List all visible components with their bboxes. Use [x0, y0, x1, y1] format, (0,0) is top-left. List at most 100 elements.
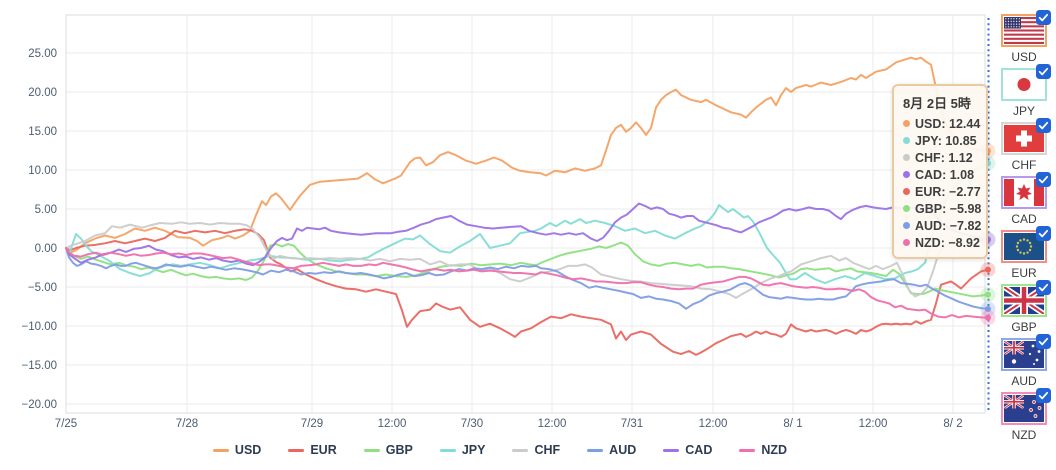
- y-axis-tick-label: 15.00: [28, 126, 57, 138]
- sidebar-item-aud[interactable]: AUD: [1000, 334, 1051, 388]
- tooltip-value-text: USD: 12.44: [915, 116, 981, 131]
- series-line-chf: [65, 221, 989, 299]
- us-flag-icon: [1004, 17, 1044, 44]
- currency-checkbox[interactable]: [1036, 10, 1051, 25]
- legend-label: EUR: [310, 443, 337, 457]
- endpoint-dot-eur: [985, 266, 991, 273]
- ca-flag-icon: [1004, 179, 1044, 206]
- x-axis-tick-label: 12:00: [859, 418, 888, 430]
- series-color-dot: [903, 222, 910, 229]
- tooltip-value-text: AUD: −7.82: [915, 218, 982, 233]
- legend-dash-icon: [739, 448, 756, 452]
- sidebar-item-cad[interactable]: CAD: [1000, 172, 1051, 226]
- legend-item-aud[interactable]: AUD: [587, 443, 636, 457]
- legend-item-chf[interactable]: CHF: [512, 443, 560, 457]
- y-axis-tick-label: 0.00: [35, 243, 57, 255]
- x-axis-tick-label: 7/28: [176, 418, 198, 430]
- series-color-dot: [903, 137, 910, 144]
- currency-sidebar: USD JPY CHF CAD EUR GBP AUD NZD: [1000, 0, 1052, 470]
- legend-item-cad[interactable]: CAD: [663, 443, 712, 457]
- legend-label: GBP: [385, 443, 413, 457]
- legend-label: USD: [234, 443, 262, 457]
- x-axis-tick-label: 7/29: [301, 418, 323, 430]
- tooltip-value-text: NZD: −8.92: [915, 235, 980, 250]
- y-axis-tick-label: −20.00: [22, 399, 58, 411]
- tooltip-value-text: GBP: −5.98: [915, 201, 982, 216]
- jp-flag-icon: [1004, 71, 1044, 98]
- flag-box: [1001, 334, 1051, 371]
- currency-code-label: CHF: [1011, 158, 1037, 172]
- legend-dash-icon: [288, 448, 305, 452]
- tooltip-value-text: CHF: 1.12: [915, 150, 973, 165]
- legend-dash-icon: [663, 448, 680, 452]
- tooltip-value-text: JPY: 10.85: [915, 133, 977, 148]
- currency-code-label: AUD: [1011, 374, 1037, 388]
- legend-item-jpy[interactable]: JPY: [439, 443, 486, 457]
- series-line-usd: [65, 56, 989, 254]
- sidebar-item-usd[interactable]: USD: [1000, 10, 1051, 64]
- currency-checkbox[interactable]: [1036, 280, 1051, 295]
- tooltip-rows: USD: 12.44 JPY: 10.85 CHF: 1.12 CAD: 1.08 EU…: [903, 115, 981, 251]
- currency-checkbox[interactable]: [1036, 118, 1051, 133]
- y-axis-tick-label: −5.00: [28, 282, 57, 294]
- x-axis-tick-label: 7/31: [621, 418, 643, 430]
- legend-item-usd[interactable]: USD: [212, 443, 262, 457]
- sidebar-item-eur[interactable]: EUR: [1000, 226, 1051, 280]
- x-axis-tick-label: 8/ 2: [943, 418, 962, 430]
- series-color-dot: [903, 239, 910, 246]
- legend-item-nzd[interactable]: NZD: [739, 443, 787, 457]
- x-axis-tick-label: 12:00: [699, 418, 728, 430]
- x-axis-tick-label: 12:00: [378, 418, 407, 430]
- flag-box: [1001, 172, 1051, 209]
- legend-dash-icon: [587, 448, 604, 452]
- sidebar-item-gbp[interactable]: GBP: [1000, 280, 1051, 334]
- ch-flag-icon: [1004, 125, 1044, 152]
- series-color-dot: [903, 205, 910, 212]
- currency-code-label: NZD: [1011, 428, 1037, 442]
- flag-box: [1001, 226, 1051, 263]
- tooltip-value-text: EUR: −2.77: [915, 184, 981, 199]
- au-flag-icon: [1004, 341, 1044, 368]
- tooltip-value-text: CAD: 1.08: [915, 167, 975, 182]
- currency-checkbox[interactable]: [1036, 226, 1051, 241]
- series-line-aud: [65, 247, 989, 310]
- tooltip-row-eur: EUR: −2.77: [903, 183, 981, 200]
- legend-label: NZD: [761, 443, 788, 457]
- chart-legend: USD EUR GBP JPY CHF AUD CAD NZD: [0, 443, 1000, 457]
- legend-dash-icon: [363, 448, 380, 452]
- strength-line-chart: 25.00 20.00 15.00 10.00 5.00 0.00 −5.00 −10.00 −…: [22, 14, 996, 430]
- tooltip-row-gbp: GBP: −5.98: [903, 200, 981, 217]
- currency-checkbox[interactable]: [1036, 64, 1051, 79]
- currency-code-label: GBP: [1011, 320, 1037, 334]
- currency-checkbox[interactable]: [1036, 388, 1051, 403]
- legend-dash-icon: [512, 448, 529, 452]
- sidebar-item-nzd[interactable]: NZD: [1000, 388, 1051, 442]
- sidebar-item-jpy[interactable]: JPY: [1000, 64, 1051, 118]
- series-color-dot: [903, 171, 910, 178]
- tooltip-row-aud: AUD: −7.82: [903, 217, 981, 234]
- y-axis-tick-label: −10.00: [22, 321, 58, 333]
- x-axis-tick-label: 12:00: [538, 418, 567, 430]
- x-axis-tick-label: 7/30: [461, 418, 483, 430]
- sidebar-item-chf[interactable]: CHF: [1000, 118, 1051, 172]
- flag-box: [1001, 280, 1051, 317]
- legend-label: AUD: [609, 443, 637, 457]
- tooltip-row-cad: CAD: 1.08: [903, 166, 977, 183]
- currency-checkbox[interactable]: [1036, 172, 1051, 187]
- endpoint-dot-aud: [985, 305, 991, 312]
- tooltip-row-usd: USD: 12.44: [903, 115, 981, 132]
- flag-box: [1001, 388, 1051, 425]
- tooltip-row-jpy: JPY: 10.85: [903, 132, 977, 149]
- legend-item-eur[interactable]: EUR: [288, 443, 337, 457]
- currency-code-label: USD: [1011, 50, 1037, 64]
- currency-checkbox[interactable]: [1036, 334, 1051, 349]
- tooltip-row-nzd: NZD: −8.92: [903, 234, 980, 251]
- tooltip-row-chf: CHF: 1.12: [903, 149, 977, 166]
- legend-label: CAD: [685, 443, 713, 457]
- legend-label: JPY: [461, 443, 486, 457]
- legend-item-gbp[interactable]: GBP: [363, 443, 413, 457]
- flag-box: [1001, 118, 1051, 155]
- series-line-nzd: [65, 247, 989, 319]
- y-axis-tick-label: 25.00: [28, 48, 57, 60]
